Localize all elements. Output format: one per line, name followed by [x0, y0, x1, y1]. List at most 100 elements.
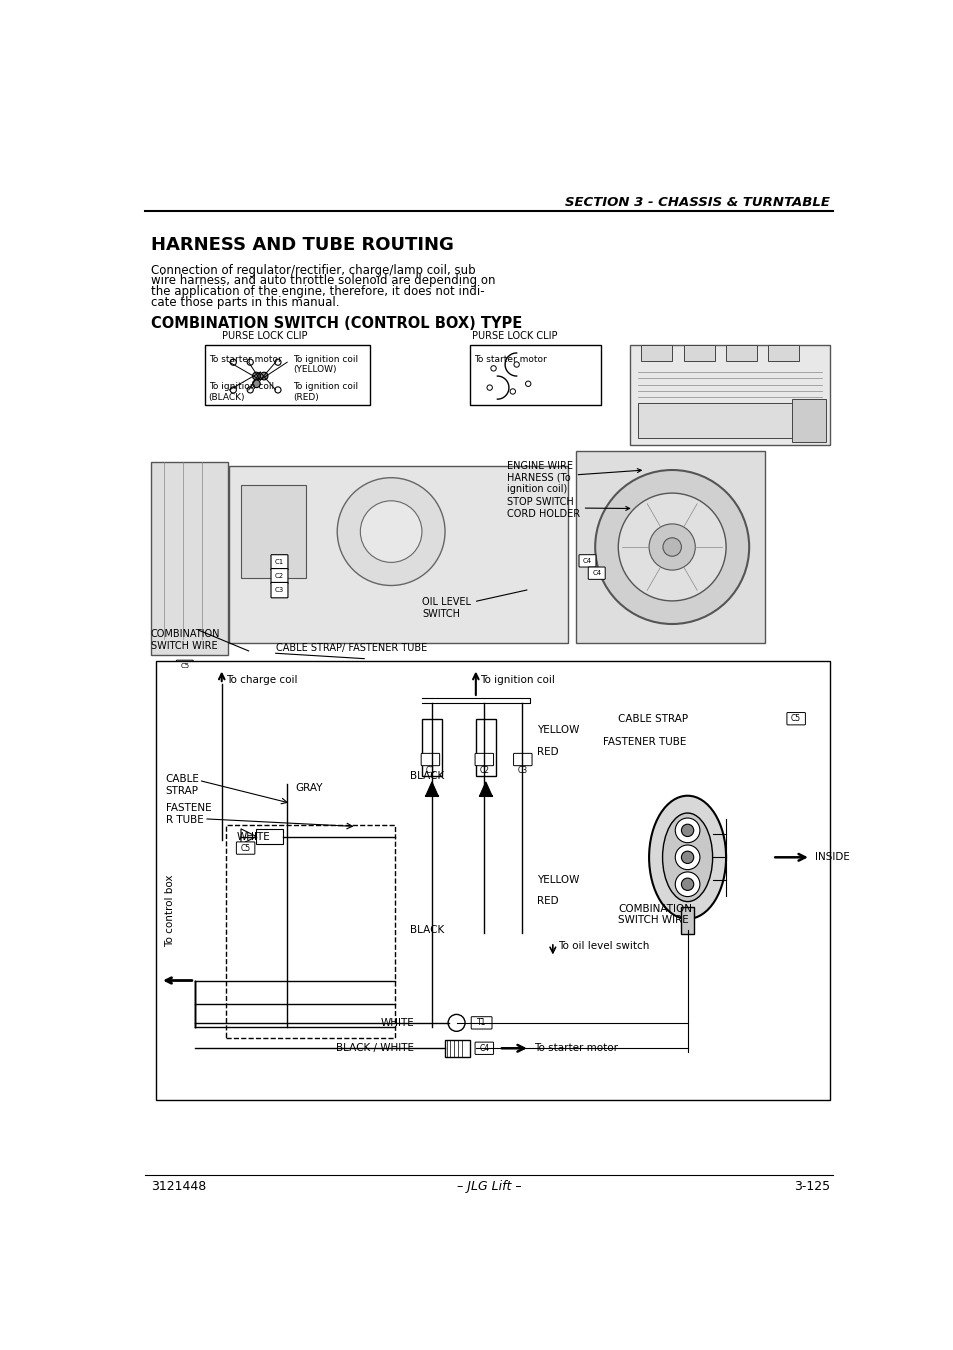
Circle shape [525, 381, 530, 386]
Circle shape [491, 366, 496, 371]
Bar [229, 466, 568, 643]
Bar [629, 346, 829, 446]
Text: WHITE: WHITE [237, 832, 271, 841]
Circle shape [675, 872, 700, 896]
Text: To starter motor: To starter motor [533, 1044, 617, 1053]
Text: C1: C1 [425, 765, 435, 775]
Text: RED: RED [537, 896, 558, 906]
Text: C4: C4 [592, 570, 600, 576]
Text: BLACK / WHITE: BLACK / WHITE [335, 1044, 414, 1053]
Bar [241, 486, 306, 578]
Text: T1: T1 [476, 1018, 485, 1027]
Circle shape [260, 373, 268, 379]
Circle shape [448, 1014, 464, 1031]
Circle shape [680, 878, 693, 891]
Bar [151, 462, 228, 655]
Circle shape [648, 524, 695, 570]
Text: 3121448: 3121448 [151, 1180, 206, 1192]
Text: WHITE: WHITE [380, 1018, 414, 1027]
Bar [725, 346, 756, 360]
Circle shape [486, 385, 492, 390]
Circle shape [618, 493, 725, 601]
Text: To starter motor: To starter motor [474, 355, 546, 363]
Circle shape [675, 845, 700, 869]
Polygon shape [479, 782, 492, 795]
FancyBboxPatch shape [786, 713, 804, 725]
Bar [683, 346, 714, 360]
Circle shape [662, 537, 680, 556]
FancyBboxPatch shape [271, 568, 288, 585]
Text: BLACK: BLACK [410, 926, 444, 936]
Circle shape [253, 373, 260, 379]
Circle shape [360, 501, 421, 563]
Text: C4: C4 [478, 1044, 489, 1053]
Circle shape [680, 850, 693, 864]
Bar [444, 1040, 469, 1057]
FancyBboxPatch shape [471, 1017, 492, 1029]
Text: CABLE STRAP: CABLE STRAP [618, 714, 688, 724]
Circle shape [514, 362, 518, 367]
Bar [791, 400, 825, 441]
Bar [470, 346, 600, 405]
Bar [637, 404, 821, 437]
Circle shape [230, 359, 236, 366]
Text: BLACK: BLACK [410, 771, 444, 782]
Text: CABLE
STRAP: CABLE STRAP [166, 774, 199, 795]
Text: FASTENER TUBE: FASTENER TUBE [602, 737, 685, 747]
Ellipse shape [662, 813, 712, 902]
Circle shape [510, 389, 515, 394]
Bar [156, 662, 829, 1100]
Circle shape [680, 825, 693, 837]
Text: COMBINATION
SWITCH WIRE: COMBINATION SWITCH WIRE [618, 903, 692, 925]
Text: HARNESS AND TUBE ROUTING: HARNESS AND TUBE ROUTING [151, 236, 454, 254]
Text: C5: C5 [790, 714, 801, 724]
Text: CABLE STRAP/ FASTENER TUBE: CABLE STRAP/ FASTENER TUBE [275, 643, 426, 653]
Text: Connection of regulator/rectifier, charge/lamp coil, sub: Connection of regulator/rectifier, charg… [151, 263, 475, 277]
Polygon shape [425, 782, 437, 795]
Bar [576, 451, 763, 643]
Text: To ignition coil
(BLACK): To ignition coil (BLACK) [209, 382, 274, 401]
Text: To ignition coil: To ignition coil [479, 675, 554, 684]
Text: C4: C4 [582, 558, 592, 564]
Bar [225, 825, 395, 1038]
Text: ENGINE WIRE
HARNESS (To
ignition coil): ENGINE WIRE HARNESS (To ignition coil) [506, 460, 640, 494]
Text: To control box: To control box [165, 875, 175, 948]
Text: C5: C5 [180, 663, 189, 670]
FancyBboxPatch shape [588, 567, 604, 579]
Text: To ignition coil
(RED): To ignition coil (RED) [293, 382, 358, 401]
Text: SECTION 3 - CHASSIS & TURNTABLE: SECTION 3 - CHASSIS & TURNTABLE [564, 196, 829, 208]
Text: PURSE LOCK CLIP: PURSE LOCK CLIP [472, 331, 557, 342]
Text: OIL LEVEL
SWITCH: OIL LEVEL SWITCH [421, 590, 526, 618]
Circle shape [274, 359, 281, 366]
Bar [680, 907, 693, 934]
Bar [640, 346, 672, 360]
Polygon shape [241, 829, 256, 844]
Circle shape [675, 818, 700, 842]
Bar [476, 718, 496, 776]
Circle shape [230, 387, 236, 393]
Text: C5: C5 [240, 844, 251, 853]
Text: wire harness, and auto throttle solenoid are depending on: wire harness, and auto throttle solenoid… [151, 274, 495, 288]
Text: GRAY: GRAY [294, 783, 322, 792]
Bar [767, 346, 799, 360]
Circle shape [336, 478, 444, 586]
Text: YELLOW: YELLOW [537, 725, 579, 736]
Text: INSIDE: INSIDE [814, 852, 848, 863]
Circle shape [247, 387, 253, 393]
Text: STOP SWITCH
CORD HOLDER: STOP SWITCH CORD HOLDER [506, 497, 629, 518]
FancyBboxPatch shape [271, 582, 288, 598]
Text: To charge coil: To charge coil [225, 675, 296, 684]
FancyBboxPatch shape [578, 555, 596, 567]
Circle shape [595, 470, 748, 624]
Text: COMBINATION
SWITCH WIRE: COMBINATION SWITCH WIRE [151, 629, 220, 651]
Text: COMBINATION SWITCH (CONTROL BOX) TYPE: COMBINATION SWITCH (CONTROL BOX) TYPE [151, 316, 521, 331]
Text: – JLG Lift –: – JLG Lift – [456, 1180, 520, 1192]
Bar [256, 829, 283, 844]
FancyBboxPatch shape [271, 555, 288, 570]
Circle shape [247, 359, 253, 366]
Text: C2: C2 [274, 574, 284, 579]
FancyBboxPatch shape [176, 660, 193, 672]
FancyBboxPatch shape [420, 753, 439, 765]
Text: RED: RED [537, 747, 558, 757]
Text: the application of the engine, therefore, it does not indi-: the application of the engine, therefore… [151, 285, 484, 298]
